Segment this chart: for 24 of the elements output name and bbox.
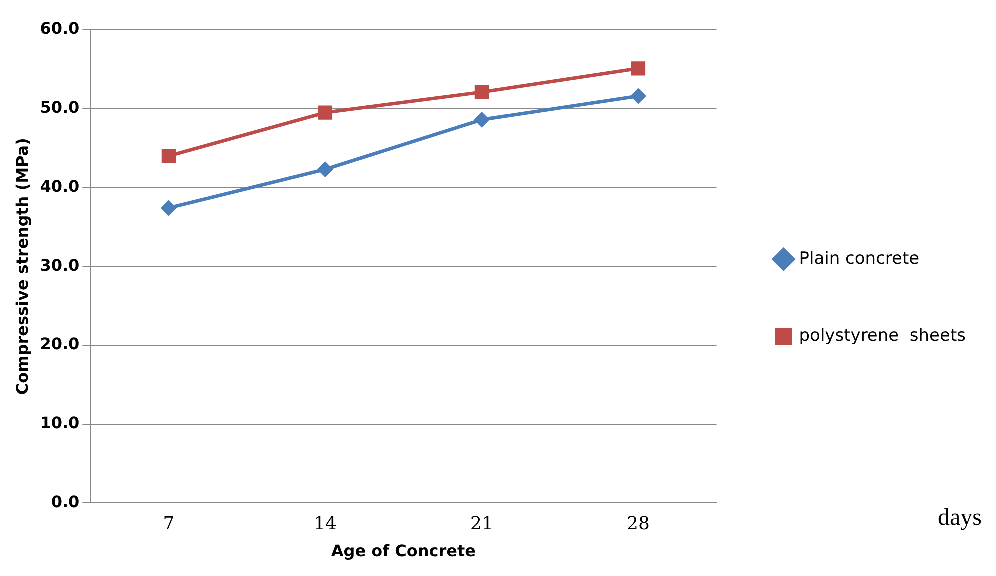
point — [318, 106, 333, 120]
y-tick-label: 40.0 — [40, 176, 80, 196]
y-tick-label: 0.0 — [51, 492, 80, 512]
point — [317, 162, 334, 178]
y-tick-label: 30.0 — [40, 256, 80, 275]
x-axis-title: Age of Concrete — [331, 542, 476, 561]
x-tick-label: 7 — [163, 514, 175, 535]
y-tick-label: 10.0 — [40, 413, 80, 432]
y-tick-label: 60.0 — [40, 19, 80, 38]
x-tick-label: 14 — [314, 514, 337, 535]
text: days — [938, 505, 982, 532]
point — [630, 88, 646, 104]
y-tick-label: 50.0 — [40, 98, 80, 118]
point — [474, 85, 490, 100]
point — [160, 200, 177, 216]
x-tick-label: 28 — [627, 514, 650, 535]
point — [474, 112, 490, 128]
x-tick-label: 21 — [470, 514, 494, 535]
point — [631, 62, 646, 76]
legend-label: polystyrene sheets — [799, 326, 966, 346]
y-axis-title: Compressive strength (MPa) — [12, 138, 32, 396]
legend-label: Plain concrete — [799, 248, 920, 269]
y-tick-label: 20.0 — [40, 334, 80, 354]
point — [162, 149, 176, 164]
